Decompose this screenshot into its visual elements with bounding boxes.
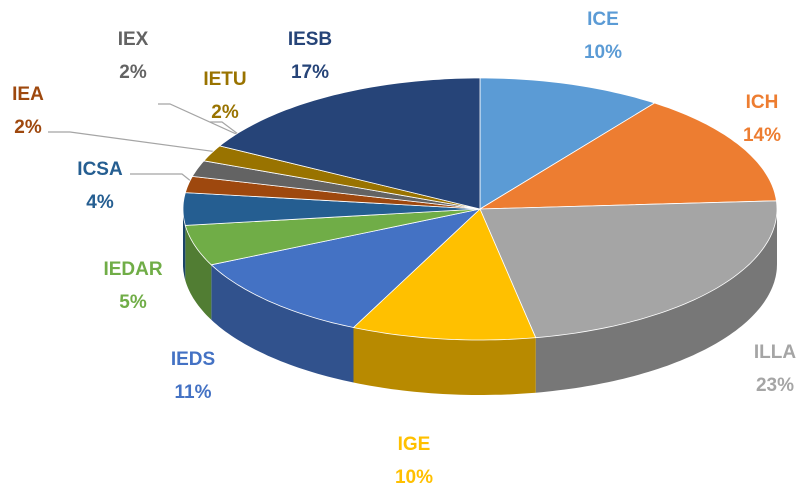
value-label: 2% (211, 102, 239, 123)
slice (184, 208, 481, 266)
value-label: 5% (119, 292, 147, 313)
value-label: 10% (584, 42, 622, 63)
slice (479, 77, 656, 210)
slice-side (353, 327, 536, 395)
slice-label: IESB (288, 29, 332, 50)
slice (218, 77, 481, 210)
slice-label: ILLA (754, 342, 796, 363)
slice-side (185, 225, 212, 320)
value-label: 2% (119, 62, 147, 83)
leader-lines (48, 103, 263, 183)
value-label: 17% (291, 62, 329, 83)
value-label: 23% (756, 375, 794, 396)
slice (352, 208, 537, 341)
slice-label: IGE (398, 434, 431, 455)
slice (191, 160, 481, 210)
leader-line (130, 173, 193, 183)
slice (478, 102, 777, 210)
slice-label: ICSA (77, 159, 123, 180)
slice (182, 192, 481, 226)
slice-label: IEDS (171, 349, 215, 370)
value-label: 14% (743, 125, 781, 146)
slice (479, 200, 778, 339)
slice-label: IEX (118, 29, 149, 50)
slice (210, 208, 482, 328)
value-label: 2% (14, 117, 42, 138)
slice-label: IEDAR (103, 259, 162, 280)
value-label: 10% (395, 467, 433, 488)
slice-label: IEA (12, 84, 44, 105)
value-label: 4% (86, 192, 114, 213)
value-label: 11% (175, 382, 212, 403)
leader-line (158, 103, 246, 139)
slice-side (183, 209, 186, 281)
leader-line (48, 131, 263, 159)
slice-label: IETU (203, 69, 246, 90)
leader-line (210, 121, 239, 135)
slice-side (211, 264, 354, 383)
slice-label: ICH (746, 92, 779, 113)
slice (203, 145, 481, 210)
slice-side (535, 209, 777, 393)
slice-label: ICE (587, 9, 619, 30)
